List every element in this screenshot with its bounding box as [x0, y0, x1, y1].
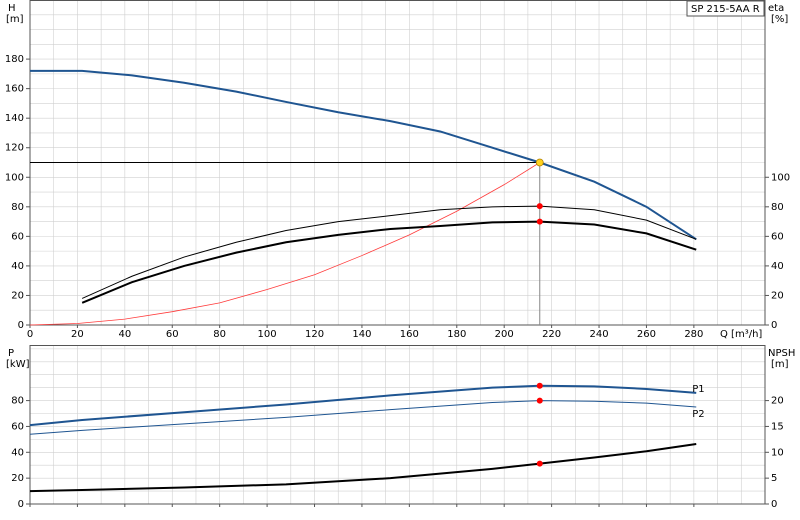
- y-tick-label: 20: [11, 290, 24, 301]
- y2-tick-label: 40: [771, 261, 784, 272]
- y-tick-label: 120: [5, 143, 24, 154]
- duty-point: [535, 158, 544, 167]
- y2-axis-label: NPSH: [768, 348, 795, 359]
- y2-tick-label: 0: [771, 499, 777, 510]
- x-tick-label: 80: [213, 329, 226, 340]
- y2-tick-label: 20: [771, 290, 784, 301]
- y-tick-label: 80: [11, 396, 24, 407]
- chart-title: SP 215-5AA R: [691, 4, 760, 15]
- x-axis-label: Q [m³/h]: [720, 329, 762, 340]
- y-tick-label: 80: [11, 202, 24, 213]
- series-label: P1: [692, 384, 704, 395]
- y2-tick-label: 10: [771, 447, 784, 458]
- y2-tick-label: 60: [771, 231, 784, 242]
- y2-tick-label: 80: [771, 202, 784, 213]
- y-tick-label: 160: [5, 84, 24, 95]
- y-tick-label: 0: [18, 499, 24, 510]
- y-axis-label: H: [8, 3, 16, 14]
- plot-frame: [29, 345, 766, 505]
- x-tick-label: 140: [352, 329, 371, 340]
- curve: [81, 205, 697, 299]
- curve: [29, 162, 540, 326]
- y2-tick-label: 5: [771, 473, 777, 484]
- operating-point: [536, 397, 543, 404]
- x-tick-label: 200: [495, 329, 514, 340]
- y2-tick-label: 0: [771, 320, 777, 331]
- y-tick-label: 40: [11, 261, 24, 272]
- y2-tick-label: 100: [771, 172, 790, 183]
- operating-point: [536, 218, 543, 225]
- x-tick-label: 60: [166, 329, 179, 340]
- y-axis-label: P: [8, 348, 14, 359]
- series-label: P2: [692, 409, 704, 420]
- x-tick-label: 40: [118, 329, 131, 340]
- curve: [29, 384, 697, 427]
- y2-axis-unit: [%]: [771, 14, 788, 25]
- x-tick-label: 0: [27, 329, 33, 340]
- y2-axis-label: eta: [768, 3, 784, 14]
- y-tick-label: 60: [11, 421, 24, 432]
- x-tick-label: 160: [400, 329, 419, 340]
- y-tick-label: 20: [11, 473, 24, 484]
- operating-point: [536, 460, 543, 467]
- y-tick-label: 0: [18, 320, 24, 331]
- x-tick-label: 100: [258, 329, 277, 340]
- curve: [30, 69, 697, 241]
- curve: [81, 220, 697, 304]
- x-tick-label: 240: [589, 329, 608, 340]
- y-tick-label: 100: [5, 172, 24, 183]
- y2-tick-label: 15: [771, 421, 784, 432]
- y2-axis-unit: [m]: [771, 359, 789, 370]
- y2-tick-label: 20: [771, 396, 784, 407]
- y-axis-unit: [m]: [6, 14, 24, 25]
- x-tick-label: 220: [542, 329, 561, 340]
- operating-point: [536, 382, 543, 389]
- y-tick-label: 140: [5, 113, 24, 124]
- y-axis-unit: [kW]: [6, 359, 30, 370]
- x-tick-label: 260: [637, 329, 656, 340]
- x-tick-label: 180: [447, 329, 466, 340]
- x-tick-label: 20: [71, 329, 84, 340]
- y-tick-label: 60: [11, 231, 24, 242]
- curve: [29, 400, 697, 435]
- y-tick-label: 180: [5, 54, 24, 65]
- x-tick-label: 120: [305, 329, 324, 340]
- operating-point: [536, 203, 543, 210]
- y-tick-label: 40: [11, 447, 24, 458]
- curve: [29, 443, 697, 493]
- title-box: [686, 0, 765, 17]
- x-tick-label: 280: [684, 329, 703, 340]
